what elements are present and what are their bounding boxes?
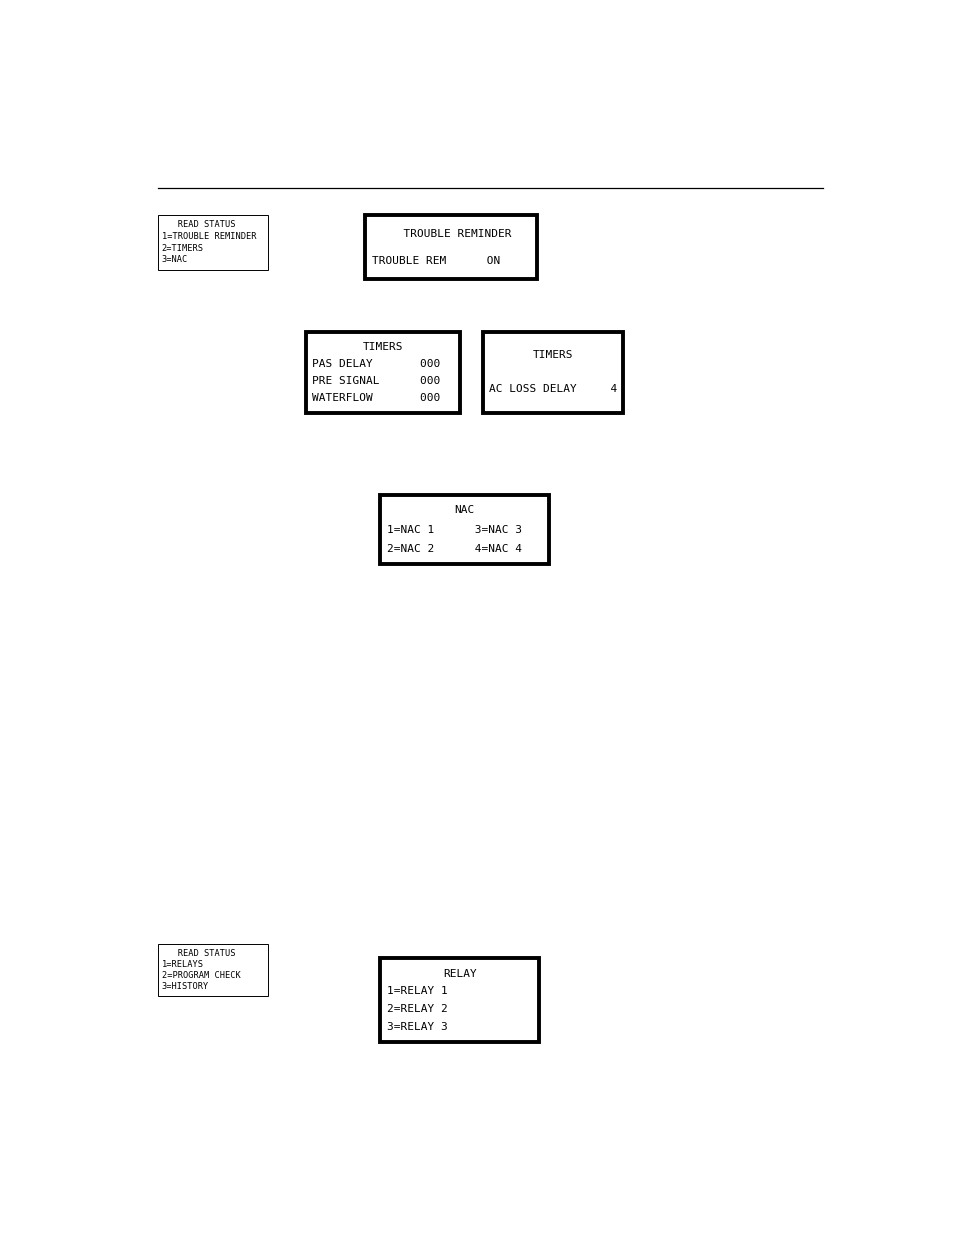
FancyBboxPatch shape — [380, 495, 548, 563]
Text: PRE SIGNAL      000: PRE SIGNAL 000 — [313, 375, 440, 385]
Text: 3=HISTORY: 3=HISTORY — [162, 982, 209, 992]
Text: 1=TROUBLE REMINDER: 1=TROUBLE REMINDER — [162, 232, 256, 241]
Text: READ STATUS: READ STATUS — [162, 221, 235, 230]
Text: 2=PROGRAM CHECK: 2=PROGRAM CHECK — [162, 971, 240, 981]
Text: 3=NAC: 3=NAC — [162, 256, 188, 264]
Text: NAC: NAC — [454, 505, 475, 515]
FancyBboxPatch shape — [380, 958, 538, 1042]
Text: 1=RELAY 1: 1=RELAY 1 — [386, 987, 447, 997]
Text: 2=NAC 2      4=NAC 4: 2=NAC 2 4=NAC 4 — [387, 543, 521, 553]
Text: WATERFLOW       000: WATERFLOW 000 — [313, 393, 440, 403]
FancyBboxPatch shape — [158, 215, 268, 270]
Text: 2=RELAY 2: 2=RELAY 2 — [386, 1004, 447, 1014]
Text: RELAY: RELAY — [442, 969, 476, 979]
Text: 1=NAC 1      3=NAC 3: 1=NAC 1 3=NAC 3 — [387, 525, 521, 535]
FancyBboxPatch shape — [482, 332, 623, 412]
FancyBboxPatch shape — [365, 215, 537, 279]
Text: TROUBLE REM      ON: TROUBLE REM ON — [372, 256, 500, 266]
FancyBboxPatch shape — [306, 332, 459, 412]
Text: TIMERS: TIMERS — [362, 342, 403, 352]
Text: TIMERS: TIMERS — [533, 351, 573, 361]
Text: PAS DELAY       000: PAS DELAY 000 — [313, 358, 440, 369]
Text: 2=TIMERS: 2=TIMERS — [162, 243, 204, 253]
FancyBboxPatch shape — [158, 944, 268, 997]
Text: AC LOSS DELAY     4: AC LOSS DELAY 4 — [488, 384, 617, 394]
Text: 3=RELAY 3: 3=RELAY 3 — [386, 1021, 447, 1031]
Text: TROUBLE REMINDER: TROUBLE REMINDER — [390, 228, 512, 238]
Text: READ STATUS: READ STATUS — [162, 950, 235, 958]
Text: 1=RELAYS: 1=RELAYS — [162, 961, 204, 969]
